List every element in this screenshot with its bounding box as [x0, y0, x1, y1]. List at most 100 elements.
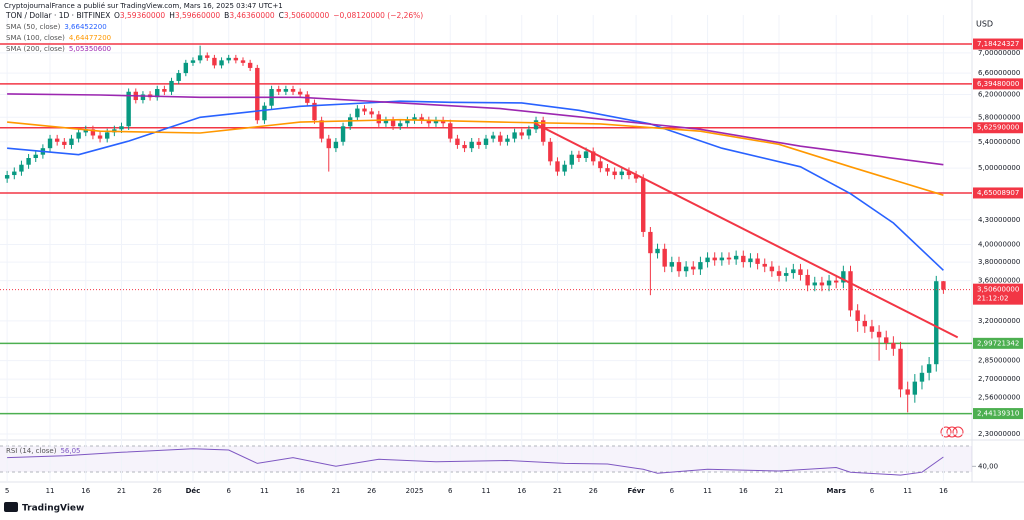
candle-body — [290, 88, 296, 92]
sma-line — [7, 93, 944, 166]
candle-body — [319, 120, 324, 139]
y-tick-label: 5,00000000 — [978, 164, 1020, 172]
axis-unit: USD — [976, 20, 993, 29]
level-label-box — [973, 408, 1023, 420]
level-label-box — [973, 337, 1023, 349]
rsi-legend: RSI (14, close) 56,05 — [6, 447, 81, 455]
candle-body — [826, 280, 832, 286]
y-tick-label: 6,20000000 — [978, 90, 1020, 98]
candle-body — [490, 135, 496, 139]
candle-body — [641, 178, 646, 232]
candle-body — [54, 138, 60, 142]
rsi-line — [7, 448, 944, 476]
x-tick-label: 6 — [226, 487, 231, 495]
candle-body — [855, 310, 860, 321]
rsi-tick-label: 40,00 — [978, 462, 998, 470]
candle-body — [519, 132, 524, 136]
candle-body — [862, 320, 867, 327]
candle-body — [162, 88, 167, 92]
candle-body — [733, 255, 739, 260]
y-tick-label: 2,56000000 — [978, 393, 1020, 401]
candle-body — [834, 280, 839, 283]
candle-body — [26, 158, 31, 165]
candle-body — [562, 164, 567, 172]
candle-body — [705, 257, 710, 263]
candle-body — [419, 117, 424, 121]
candle-body — [47, 138, 53, 149]
candle-body — [741, 255, 746, 263]
sma-name: SMA (200, close) — [6, 45, 65, 53]
candle-body — [698, 262, 703, 270]
candle-body — [505, 138, 510, 142]
candle-body — [426, 120, 432, 124]
ohlc-value: 3,50600000 — [284, 11, 330, 20]
candle-body — [97, 135, 103, 139]
x-tick-label: 2025 — [406, 487, 424, 495]
candle-body — [776, 271, 782, 276]
y-tick-label: 5,80000000 — [978, 113, 1020, 121]
candle-body — [619, 171, 624, 176]
candle-body — [62, 141, 67, 145]
x-tick-label: 16 — [81, 487, 90, 495]
candle-body — [412, 117, 417, 121]
candle-body — [305, 94, 310, 103]
candle-body — [555, 161, 560, 172]
x-tick-label: 26 — [153, 487, 162, 495]
x-tick-label: 6 — [670, 487, 675, 495]
icon — [946, 426, 958, 438]
candle-body — [476, 141, 482, 145]
candle-body — [926, 364, 932, 373]
candle-body — [712, 257, 717, 261]
y-tick-label: 6,60000000 — [978, 69, 1020, 77]
x-tick-label: 16 — [517, 487, 526, 495]
candle-body — [455, 138, 460, 145]
candle-body — [591, 151, 596, 162]
x-tick-label: Févr — [627, 487, 645, 495]
candle-body — [105, 132, 110, 139]
candle-body — [884, 337, 889, 344]
candle-body — [333, 141, 339, 149]
candle-body — [691, 266, 696, 270]
candle-body — [183, 62, 189, 74]
level-label-box — [973, 78, 1023, 90]
candle-body — [462, 144, 467, 149]
x-tick-label: 21 — [553, 487, 562, 495]
candle-body — [340, 126, 346, 142]
candle-body — [748, 258, 753, 263]
candle-body — [905, 389, 910, 395]
candle-body — [605, 168, 610, 172]
y-tick-label: 3,80000000 — [978, 258, 1020, 266]
candle-body — [755, 258, 760, 264]
x-tick-label: 11 — [482, 487, 491, 495]
candle-body — [205, 55, 210, 58]
x-tick-label: 5 — [5, 487, 9, 495]
candle-body — [4, 175, 10, 179]
candle-body — [648, 231, 653, 254]
sma-legend: SMA (200, close) 5,05350600 — [6, 45, 111, 53]
candle-body — [548, 141, 553, 162]
candle-body — [683, 266, 689, 272]
x-tick-label: 26 — [367, 487, 376, 495]
ohlc-key: B — [224, 11, 229, 20]
level-label: 4,65008907 — [977, 189, 1019, 197]
candle-body — [355, 108, 360, 118]
candle-body — [876, 331, 882, 338]
candle-body — [69, 138, 74, 145]
y-tick-label: 3,60000000 — [978, 277, 1020, 285]
candle-body — [390, 120, 396, 127]
candle-body — [190, 60, 196, 63]
candle-body — [433, 120, 439, 124]
candle-body — [226, 57, 231, 61]
x-tick-label: 6 — [448, 487, 453, 495]
trendline — [534, 122, 959, 339]
level-label: 6,39480000 — [977, 80, 1019, 88]
countdown: 21:12:02 — [977, 295, 1008, 303]
candle-body — [140, 94, 146, 101]
ohlc-value: 3,59360000 — [120, 11, 166, 20]
candle-body — [440, 120, 446, 124]
ohlc-key: H — [169, 11, 175, 20]
candle-body — [633, 175, 639, 179]
rsi-value: 56,05 — [60, 447, 80, 455]
